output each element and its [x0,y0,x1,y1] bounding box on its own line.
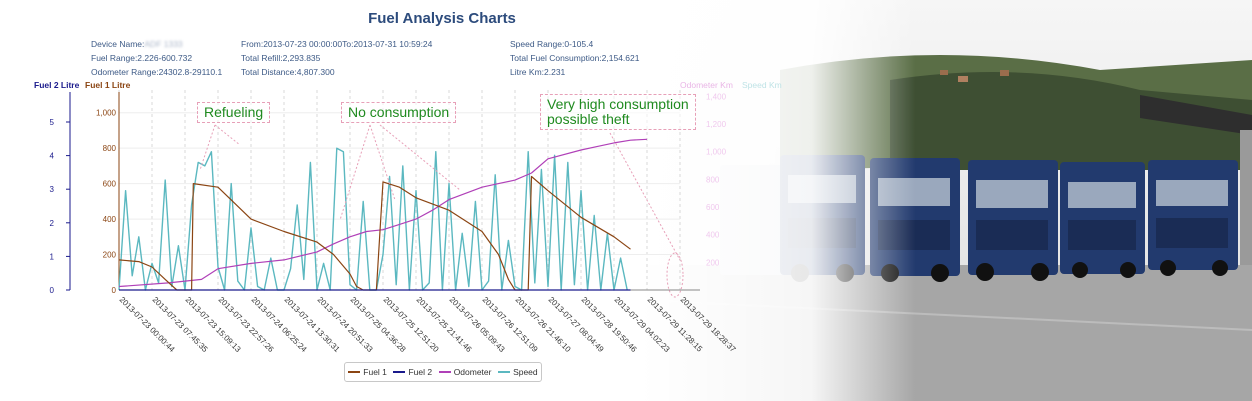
high-consumption-arrow [609,132,681,261]
fuel2-tick-label: 3 [50,185,55,194]
fuel1-line [118,175,631,291]
fuel1-axis-label: Fuel 1 Litre [85,80,131,90]
odometer-axis-label: Odometer Km [680,80,733,90]
annotation-refueling: Refueling [197,102,271,123]
x-tick-label: 2013-07-26 21:46:10 [514,295,573,354]
date-period: From:2013-07-23 00:00:00To:2013-07-31 10… [241,39,433,49]
x-tick-label: 2013-07-28 19:50:46 [580,295,639,354]
legend-swatch-speed [498,371,511,373]
x-tick-label: 2013-07-29 11:28:15 [646,295,705,354]
chart-title: Fuel Analysis Charts [368,10,516,27]
refueling-arrow [199,124,241,171]
legend-swatch-odometer [438,371,451,373]
legend-item-fuel2[interactable]: Fuel 2 [393,367,432,377]
info-column-3: Speed Range:0-105.4 Total Fuel Consumpti… [510,37,639,79]
odometer-tick-label: 600 [706,203,720,212]
odometer-tick-label: 800 [706,175,720,184]
series [118,138,648,291]
x-tick-label: 2013-07-26 12:51:09 [481,295,540,354]
x-tick-label: 2013-07-29 04:02:23 [613,295,672,354]
fuel1-tick-label: 0 [112,286,117,295]
x-tick-label: 2013-07-27 08:04:49 [547,295,606,354]
fuel2-tick-label: 4 [50,152,55,161]
total-distance: Total Distance:4,807.300 [241,67,335,77]
x-tick-label: 2013-07-23 00:00:44 [118,295,177,354]
high-consumption-ellipse [666,252,684,298]
legend-swatch-fuel2 [393,371,406,373]
info-column-2: From:2013-07-23 00:00:00To:2013-07-31 10… [241,37,432,79]
fuel1-tick-label: 800 [103,144,117,153]
fuel1-tick-label: 400 [103,215,117,224]
truck-fleet-photo [640,0,1252,401]
legend-swatch-fuel1 [348,371,361,373]
legend-label-fuel1: Fuel 1 [363,367,387,377]
annotation-arrows [199,124,684,298]
legend-item-odometer[interactable]: Odometer [438,367,492,377]
total-refill: Total Refill:2,293.835 [241,53,321,63]
x-tick-label: 2013-07-25 21:41:46 [415,295,474,354]
x-tick-label: 2013-07-24 20:51:33 [316,295,375,354]
chart-legend[interactable]: Fuel 1 Fuel 2 Odometer Speed [344,362,542,382]
fuel2-tick-label: 5 [50,118,55,127]
fuel1-tick-label: 1,000 [96,109,117,118]
speed-range: Speed Range:0-105.4 [510,39,594,49]
fuel1-tick-label: 200 [103,251,117,260]
fuel2-tick-label: 0 [50,286,55,295]
annotation-high-line2: possible theft [547,111,630,127]
x-tick-label: 2013-07-23 15:09:13 [184,295,243,354]
annotation-high-consumption: Very high consumption possible theft [540,94,696,130]
x-tick-label: 2013-07-25 04:36:28 [349,295,408,354]
info-column-1: Device Name:ADF 1333 Fuel Range:2.226-60… [91,37,222,79]
odometer-tick-label: 400 [706,231,720,240]
x-tick-label: 2013-07-23 22:57:26 [217,295,276,354]
speed-axis-label: Speed Km [742,80,782,90]
odometer-tick-label: 1,000 [706,148,727,157]
legend-item-fuel1[interactable]: Fuel 1 [348,367,387,377]
x-tick-label: 2013-07-29 18:28:37 [679,295,738,354]
no-consumption-arrow [339,124,461,221]
fuel1-tick-label: 600 [103,180,117,189]
odometer-line [118,138,648,288]
x-tick-label: 2013-07-23 07:45:35 [151,295,210,354]
odometer-tick-label: 1,400 [706,92,727,101]
fuel2-tick-label: 1 [50,252,55,261]
annotation-high-line1: Very high consumption [547,96,689,112]
legend-label-speed: Speed [513,367,538,377]
x-tick-label: 2013-07-26 05:09:43 [448,295,507,354]
litre-per-km: Litre Km:2.231 [510,67,566,77]
x-tick-label: 2013-07-25 12:51:20 [382,295,441,354]
annotation-no-consumption: No consumption [341,102,457,123]
fuel2-tick-label: 2 [50,219,55,228]
device-name: Device Name:ADF 1333 [91,39,183,49]
legend-label-odometer: Odometer [453,367,492,377]
legend-item-speed[interactable]: Speed [498,367,538,377]
x-tick-label: 2013-07-24 06:25:24 [250,295,309,354]
odometer-tick-label: 1,200 [706,120,727,129]
total-consumption: Total Fuel Consumption:2,154.621 [510,53,640,63]
fuel-range: Fuel Range:2.226-600.732 [91,53,193,63]
legend-label-fuel2: Fuel 2 [408,367,433,377]
odometer-range: Odometer Range:24302.8-29110.1 [91,67,223,77]
fuel2-axis-label: Fuel 2 Litre [34,80,80,90]
x-tick-label: 2013-07-24 13:30:31 [283,295,342,354]
odometer-tick-label: 200 [706,258,720,267]
